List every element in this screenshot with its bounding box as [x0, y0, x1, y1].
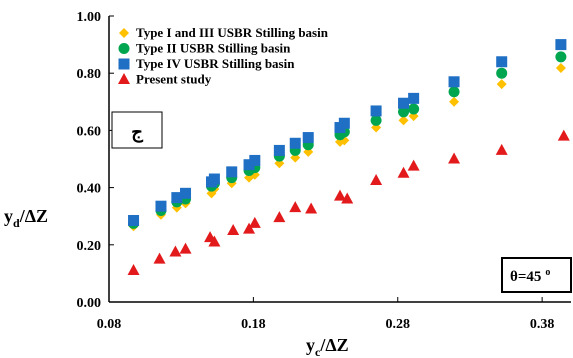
data-point-circle — [555, 51, 567, 63]
data-point-diamond — [496, 79, 507, 90]
y-tick-label: 0.40 — [77, 182, 102, 197]
data-point-triangle — [495, 143, 508, 155]
data-point-triangle — [370, 173, 383, 185]
data-point-square — [249, 154, 261, 166]
data-point-square — [398, 97, 410, 109]
y-tick-label: 0.00 — [77, 296, 102, 311]
data-point-diamond — [398, 115, 409, 126]
data-point-square — [155, 200, 167, 212]
data-point-square — [180, 187, 192, 199]
data-point-square — [243, 159, 255, 171]
data-point-triangle — [243, 222, 256, 234]
theta-text: θ=45 — [510, 269, 541, 285]
panel-label-box: ج — [111, 111, 163, 149]
y-axis-ticks: 0.00 0.20 0.40 0.60 0.80 1.00 — [77, 10, 114, 311]
data-point-triangle — [448, 152, 461, 164]
data-point-square — [171, 192, 183, 204]
data-point-triangle — [153, 252, 166, 264]
data-point-square — [226, 166, 238, 178]
theta-annotation: θ=45 o — [501, 257, 572, 293]
data-point-square — [448, 76, 460, 88]
data-points — [127, 39, 570, 276]
data-point-square — [338, 117, 350, 129]
series-triangle — [127, 129, 570, 276]
y-axis-label: yd/ΔZ — [4, 206, 48, 230]
x-tick-label: 0.08 — [97, 317, 122, 332]
series-square — [128, 39, 567, 226]
legend-label: Type II USBR Stilling basin — [136, 41, 291, 56]
data-point-triangle — [341, 192, 354, 204]
y-tick-label: 0.60 — [77, 124, 102, 139]
data-point-triangle — [273, 211, 286, 223]
x-tick-label: 0.28 — [386, 317, 411, 332]
data-point-triangle — [334, 189, 346, 201]
data-point-square — [555, 39, 567, 51]
legend-item: Type II USBR Stilling basin — [118, 41, 291, 56]
data-point-circle — [408, 103, 420, 115]
legend-marker-triangle — [118, 73, 130, 84]
data-point-circle — [398, 106, 410, 118]
data-point-square — [496, 56, 508, 68]
data-point-square — [302, 132, 314, 144]
data-point-triangle — [248, 216, 261, 228]
legend-item: Present study — [118, 72, 212, 87]
data-point-triangle — [289, 201, 302, 213]
panel-label: ج — [131, 122, 143, 143]
y-tick-label: 0.80 — [77, 67, 102, 82]
x-tick-label: 0.38 — [530, 317, 555, 332]
data-point-square — [370, 105, 382, 117]
data-point-triangle — [169, 245, 182, 257]
theta-degree: o — [545, 267, 550, 278]
svg-text:θ=45o: θ=45 o — [510, 267, 550, 285]
axes — [108, 16, 571, 303]
data-point-square — [128, 214, 140, 226]
data-point-triangle — [305, 202, 318, 214]
data-point-triangle — [208, 235, 221, 247]
data-point-triangle — [179, 242, 192, 254]
legend-label: Type IV USBR Stilling basin — [136, 56, 295, 71]
legend-item: Type I and III USBR Stilling basin — [119, 25, 329, 40]
data-point-square — [208, 173, 220, 185]
data-point-circle — [448, 86, 460, 98]
data-point-triangle — [407, 159, 420, 171]
data-point-triangle — [397, 166, 410, 178]
data-point-circle — [496, 67, 508, 79]
legend-label: Present study — [136, 72, 212, 87]
data-point-square — [289, 137, 301, 149]
legend-marker-diamond — [119, 28, 129, 38]
legend-marker-circle — [118, 43, 130, 54]
data-point-triangle — [127, 264, 140, 276]
x-axis-label: yc/ΔZ — [306, 335, 349, 358]
data-point-diamond — [449, 96, 460, 107]
data-point-triangle — [227, 224, 240, 235]
data-point-circle — [370, 114, 382, 126]
y-tick-label: 0.20 — [77, 239, 102, 254]
data-point-square — [408, 92, 420, 104]
data-point-triangle — [557, 129, 570, 141]
x-axis-ticks: 0.08 0.18 0.28 0.38 — [97, 297, 555, 332]
data-point-square — [273, 144, 285, 156]
legend-marker-square — [118, 58, 130, 70]
data-point-diamond — [555, 63, 566, 74]
legend-label: Type I and III USBR Stilling basin — [136, 25, 329, 40]
x-tick-label: 0.18 — [241, 317, 266, 332]
y-tick-label: 1.00 — [77, 10, 102, 25]
legend-item: Type IV USBR Stilling basin — [118, 56, 295, 71]
